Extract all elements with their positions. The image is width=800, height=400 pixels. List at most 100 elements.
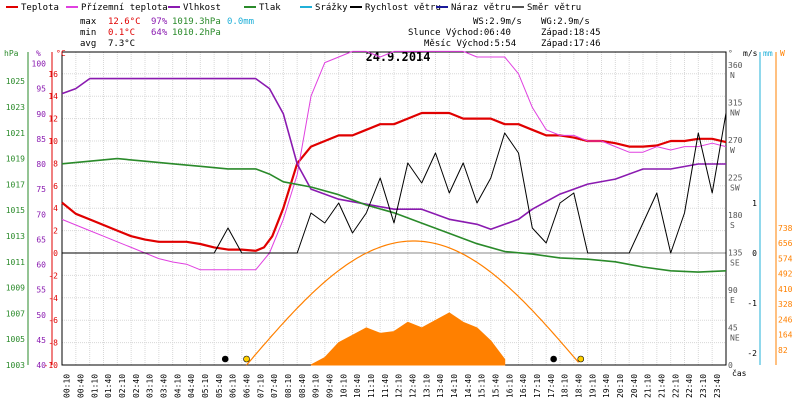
- astro-info: Měsíc Východ:5:54: [424, 39, 516, 49]
- stat-value: avg: [80, 39, 96, 49]
- tick-label: 50: [36, 311, 46, 320]
- tick-label: NE: [730, 334, 740, 343]
- x-tick-label: 06:40: [242, 374, 251, 398]
- tick-label: 738: [778, 224, 793, 233]
- tick-label: 90: [36, 110, 46, 119]
- tick-label: -8: [48, 339, 58, 348]
- tick-label: 135: [728, 249, 743, 258]
- tick-label: S: [730, 221, 735, 230]
- x-tick-label: 19:10: [588, 374, 597, 398]
- x-tick-label: 00:10: [63, 374, 72, 398]
- axis-unit: °: [728, 49, 733, 58]
- tick-label: -4: [48, 294, 58, 303]
- sun-event-marker: [243, 355, 250, 363]
- astro-info: Západ:18:45: [541, 28, 601, 38]
- moon-event-marker: [550, 355, 557, 363]
- x-tick-label: 06:10: [229, 374, 238, 398]
- tick-label: 4: [53, 204, 58, 213]
- tick-label: 82: [778, 346, 788, 355]
- moon-event-marker: [221, 355, 229, 363]
- stat-value: 1010.2hPa: [172, 28, 221, 38]
- x-tick-label: 23:10: [699, 374, 708, 398]
- tick-label: 8: [53, 159, 58, 168]
- series-line-3: [61, 157, 727, 273]
- tick-label: 360: [728, 61, 743, 70]
- axis-unit: %: [36, 49, 41, 58]
- x-tick-label: 17:10: [533, 374, 542, 398]
- axis-unit: mm: [763, 49, 773, 58]
- tick-label: 75: [36, 185, 46, 194]
- x-tick-label: 02:10: [118, 374, 127, 398]
- x-tick-label: 14:40: [464, 374, 473, 398]
- tick-label: 80: [36, 160, 46, 169]
- tick-label: 12: [48, 115, 58, 124]
- x-tick-label: 20:10: [616, 374, 625, 398]
- x-tick-label: 11:10: [367, 374, 376, 398]
- x-tick-label: 03:40: [159, 374, 168, 398]
- tick-label: 574: [778, 254, 793, 263]
- tick-label: 10: [48, 137, 58, 146]
- x-tick-label: 16:10: [505, 374, 514, 398]
- x-tick-label: 09:10: [312, 374, 321, 398]
- x-tick-label: 04:40: [187, 374, 196, 398]
- tick-label: 55: [36, 286, 46, 295]
- tick-label: -2: [48, 271, 58, 280]
- astro-info: Slunce Východ:06:40: [408, 28, 511, 38]
- x-tick-label: 10:40: [353, 374, 362, 398]
- stat-value: min: [80, 28, 96, 38]
- tick-label: 85: [36, 135, 46, 144]
- tick-label: 1013: [6, 232, 25, 241]
- legend-label: Náraz větru: [451, 3, 511, 13]
- stat-value: 7.3°C: [108, 39, 135, 49]
- x-tick-label: 18:40: [574, 374, 583, 398]
- tick-label: 225: [728, 174, 743, 183]
- series-line-1: [61, 50, 727, 271]
- x-tick-label: 13:10: [422, 374, 431, 398]
- legend-label: Tlak: [259, 3, 281, 13]
- tick-label: SE: [730, 259, 740, 268]
- x-tick-label: 23:40: [713, 374, 722, 398]
- chart-title: 24.9.2014: [365, 50, 430, 64]
- x-tick-label: 11:40: [381, 374, 390, 398]
- x-tick-label: 03:10: [146, 374, 155, 398]
- astro-info: WG:2.9m/s: [541, 17, 590, 27]
- tick-label: 180: [728, 211, 743, 220]
- x-tick-label: 05:10: [201, 374, 210, 398]
- stat-value: 1019.3hPa: [172, 17, 221, 27]
- tick-label: 164: [778, 331, 793, 340]
- x-tick-label: 22:10: [671, 374, 680, 398]
- tick-label: 1017: [6, 180, 25, 189]
- x-tick-label: 18:10: [561, 374, 570, 398]
- tick-label: 1003: [6, 361, 25, 370]
- tick-label: 1023: [6, 103, 25, 112]
- legend-label: Přízemní teplota: [81, 3, 168, 13]
- tick-label: 0: [53, 249, 58, 258]
- stat-value: max: [80, 17, 97, 27]
- stat-value: 64%: [151, 28, 168, 38]
- tick-label: E: [730, 296, 735, 305]
- tick-label: 328: [778, 300, 793, 309]
- x-tick-label: 01:10: [90, 374, 99, 398]
- tick-label: 60: [36, 261, 46, 270]
- axis-unit: W: [780, 49, 785, 58]
- series-solar-area: [310, 312, 506, 366]
- x-tick-label: 00:40: [76, 374, 85, 398]
- axis-unit: hPa: [4, 49, 19, 58]
- x-tick-label: 14:10: [450, 374, 459, 398]
- tick-label: 6: [53, 182, 58, 191]
- x-tick-label: 16:40: [519, 374, 528, 398]
- tick-label: 1009: [6, 284, 25, 293]
- tick-label: 90: [728, 286, 738, 295]
- tick-label: 70: [36, 210, 46, 219]
- tick-label: 95: [36, 85, 46, 94]
- x-tick-label: 17:40: [547, 374, 556, 398]
- legend-label: Teplota: [21, 3, 59, 13]
- tick-label: 410: [778, 285, 793, 294]
- x-tick-label: 04:10: [173, 374, 182, 398]
- x-tick-label: 09:40: [325, 374, 334, 398]
- tick-label: 1015: [6, 206, 25, 215]
- tick-label: 1011: [6, 258, 25, 267]
- legend-label: Směr větru: [527, 3, 581, 13]
- tick-label: 100: [32, 60, 47, 69]
